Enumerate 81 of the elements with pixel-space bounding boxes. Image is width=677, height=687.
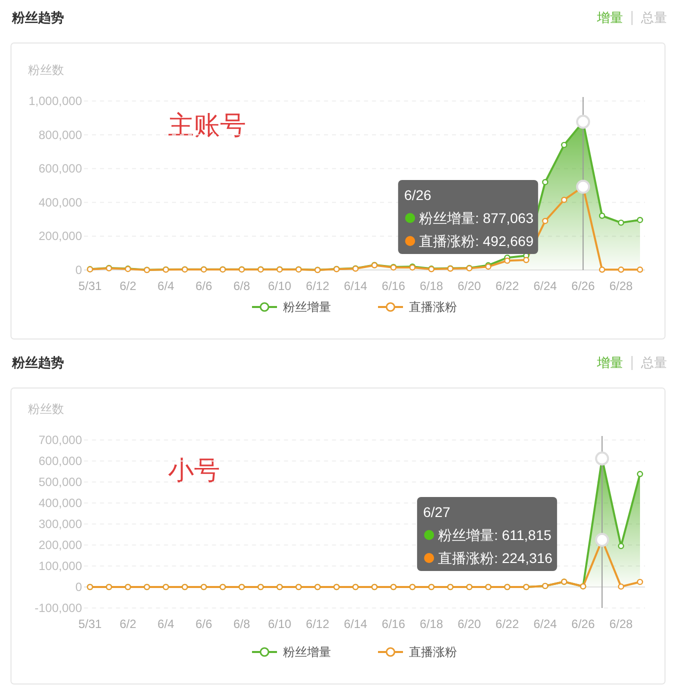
text: 总量 (640, 10, 667, 25)
point (542, 218, 548, 224)
y-axis-title: 粉丝数 (28, 63, 64, 77)
y-tick-label: 500,000 (38, 475, 82, 489)
y-tick-label: 0 (75, 263, 82, 277)
x-tick-label: 6/28 (609, 617, 634, 631)
chart-title: 粉丝趋势 (11, 355, 64, 370)
x-tick-label: 6/6 (195, 617, 212, 631)
annotation: 6/26 (404, 187, 432, 203)
chart-title: 粉丝趋势 (11, 10, 64, 25)
x-tick-label: 6/2 (120, 279, 137, 293)
point (561, 142, 568, 148)
x-tick-label: 6/6 (195, 279, 212, 293)
y-tick-label: 700,000 (38, 433, 82, 447)
text: 增量 (596, 355, 623, 370)
y-tick-label: 600,000 (38, 162, 82, 176)
point (542, 179, 548, 186)
y-tick-label: 200,000 (38, 538, 82, 552)
legend-label: 直播涨粉 (409, 645, 457, 659)
point (598, 266, 606, 273)
x-tick-label: 6/16 (382, 617, 406, 631)
x-tick-label: 6/12 (306, 279, 330, 293)
point (618, 266, 624, 273)
point (636, 578, 644, 586)
annotation: 直播涨粉: 492,669 (419, 233, 534, 249)
y-tick-label: 100,000 (38, 559, 82, 573)
y-tick-label: 400,000 (38, 496, 82, 510)
x-tick-label: 6/20 (458, 617, 482, 631)
y-tick-label: 600,000 (38, 454, 82, 468)
text: 总量 (640, 355, 667, 370)
x-tick-label: 5/31 (78, 617, 102, 631)
x-tick-label: 6/16 (382, 279, 406, 293)
x-tick-label: 6/4 (158, 617, 175, 631)
x-tick-label: 6/24 (533, 279, 558, 293)
x-tick-label: 6/24 (533, 617, 558, 631)
x-tick-label: 6/14 (344, 617, 368, 631)
legend-label: 粉丝增量 (283, 645, 331, 659)
point (636, 216, 644, 224)
x-tick-label: 6/20 (458, 279, 482, 293)
x-tick-label: 6/22 (496, 279, 520, 293)
point (504, 258, 510, 264)
y-tick-label: 300,000 (38, 517, 82, 531)
x-tick-label: 6/2 (120, 617, 137, 631)
x-tick-label: 6/26 (571, 617, 596, 631)
point (523, 256, 530, 264)
x-tick-label: 6/22 (496, 617, 520, 631)
x-tick-label: 6/28 (609, 279, 634, 293)
y-tick-label: 800,000 (38, 128, 82, 142)
point (561, 196, 568, 203)
annotation: 粉丝增量: 877,063 (419, 210, 534, 226)
point (636, 266, 644, 273)
point (618, 220, 624, 226)
x-tick-label: 6/18 (420, 617, 444, 631)
point (636, 470, 644, 478)
point (598, 212, 606, 219)
chart-subtitle: 主账号 (168, 110, 246, 140)
x-tick-label: 6/8 (233, 617, 250, 631)
legend-label: 直播涨粉 (409, 300, 457, 314)
y-tick-label: 1,000,000 (28, 94, 82, 108)
annotation: 6/27 (423, 504, 451, 520)
text: 小号 (168, 455, 220, 485)
x-tick-label: 6/14 (344, 279, 368, 293)
y-tick-label: 400,000 (38, 195, 82, 210)
y-axis-title: 粉丝数 (28, 402, 64, 416)
text: 增量 (596, 10, 623, 25)
x-tick-label: 6/4 (158, 279, 175, 293)
y-tick-label: 200,000 (38, 229, 82, 244)
x-tick-label: 6/26 (571, 279, 596, 293)
point (618, 542, 624, 550)
x-tick-label: 6/12 (306, 617, 330, 631)
x-tick-label: 6/10 (268, 279, 292, 293)
x-tick-label: 6/18 (420, 279, 444, 293)
annotation: 直播涨粉: 224,316 (438, 550, 553, 566)
x-tick-label: 6/8 (233, 279, 250, 293)
y-tick-label: -100,000 (34, 601, 82, 615)
x-tick-label: 6/10 (268, 617, 292, 631)
annotation: 粉丝增量: 611,815 (438, 527, 552, 543)
y-tick-label: 0 (75, 580, 82, 594)
legend-label: 粉丝增量 (283, 300, 331, 314)
point (618, 583, 624, 590)
x-tick-label: 5/31 (78, 279, 102, 293)
